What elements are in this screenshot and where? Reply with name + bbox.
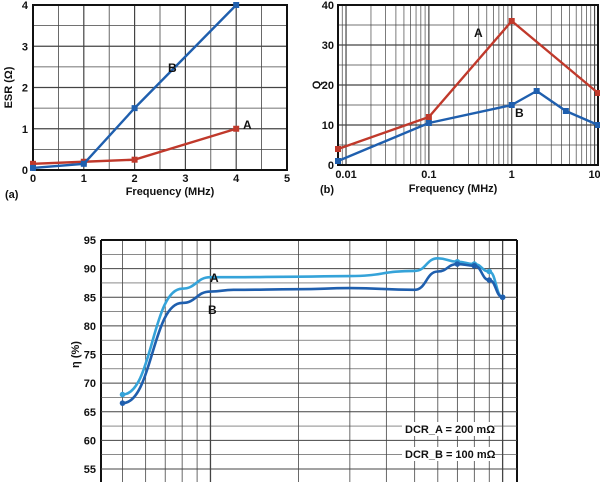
- data-point-a-b: [425, 114, 432, 120]
- y-tick-label-c: 95: [84, 235, 96, 247]
- series-label-a-b: A: [474, 26, 483, 40]
- x-tick-label-b: 1: [509, 169, 515, 181]
- y-tick-label-b: 30: [322, 40, 334, 52]
- y-tick-label-c: 55: [84, 464, 96, 476]
- y-tick-label-b: 40: [322, 0, 334, 12]
- y-axis-label-c: η (%): [70, 341, 82, 368]
- y-tick-label-a: 4: [22, 0, 29, 12]
- plot-frame-a: [32, 4, 288, 171]
- data-point-b-c: [119, 400, 126, 406]
- data-point-b-a: [30, 164, 36, 171]
- dcr-b-annotation: DCR_B = 100 mΩ: [405, 449, 496, 461]
- y-tick-label-c: 65: [84, 407, 96, 419]
- y-tick-label-c: 85: [84, 292, 96, 304]
- y-tick-label-a: 2: [22, 83, 28, 95]
- y-tick-label-c: 80: [84, 321, 96, 333]
- series-line-b-c: [122, 262, 504, 405]
- data-point-b-b: [425, 120, 432, 126]
- data-point-b-a: [131, 105, 138, 112]
- data-point-b-b: [533, 88, 540, 94]
- x-tick-label-b: 0.01: [335, 169, 356, 181]
- y-tick-label-b: 10: [322, 120, 334, 132]
- data-point-a-b: [595, 90, 600, 96]
- x-tick-label-a: 5: [284, 173, 290, 185]
- x-axis-label-a: Frequency (MHz): [126, 186, 215, 198]
- x-axis-label-b: Frequency (MHz): [409, 183, 498, 195]
- data-point-b-b: [508, 102, 515, 108]
- series-label-a-c: A: [210, 271, 219, 285]
- data-point-b-c: [471, 262, 478, 269]
- series-label-b-c: B: [208, 303, 217, 317]
- data-point-a-a: [131, 156, 138, 163]
- data-point-b-a: [233, 2, 240, 8]
- data-point-b-b: [562, 108, 569, 114]
- y-tick-label-c: 70: [84, 378, 96, 390]
- series-label-b-b: B: [515, 106, 524, 120]
- data-point-a-b: [508, 18, 515, 24]
- data-point-b-c: [454, 261, 461, 267]
- y-tick-label-a: 1: [22, 124, 28, 136]
- y-axis-label-a: ESR (Ω): [3, 66, 15, 108]
- y-tick-label-b: 0: [328, 160, 334, 172]
- x-tick-label-a: 1: [81, 173, 87, 185]
- data-point-a-b: [335, 146, 341, 152]
- series-line-a-c: [122, 257, 504, 396]
- data-point-b-c: [486, 277, 493, 283]
- series-label-a-a: A: [243, 118, 252, 132]
- series-line-b-a: [32, 4, 238, 170]
- y-axis-label-b: Q: [311, 80, 323, 89]
- series-line-a-a: [32, 127, 237, 166]
- data-point-b-b: [335, 158, 341, 164]
- x-tick-label-b: 10: [588, 169, 600, 181]
- data-point-a-c: [119, 391, 126, 398]
- data-point-a-a: [30, 160, 36, 167]
- y-tick-label-b: 20: [322, 80, 334, 92]
- x-tick-label-b: 0.1: [421, 169, 436, 181]
- y-tick-label-a: 3: [22, 41, 28, 53]
- annotation-bg-2: [402, 447, 494, 461]
- annotation-bg-1: [402, 422, 494, 436]
- x-tick-label-a: 3: [182, 173, 188, 185]
- data-point-b-b: [595, 122, 600, 128]
- data-point-b-a: [80, 160, 87, 167]
- data-point-b-c: [499, 294, 506, 301]
- series-line-b-b: [337, 89, 599, 163]
- x-tick-label-a: 4: [233, 173, 240, 185]
- y-tick-label-c: 90: [84, 264, 96, 276]
- data-point-a-a: [233, 125, 240, 132]
- x-tick-label-a: 2: [132, 173, 138, 185]
- y-tick-label-c: 60: [84, 435, 96, 447]
- plot-frame-b: [337, 4, 599, 166]
- x-tick-label-a: 0: [30, 173, 36, 185]
- data-point-a-c: [486, 268, 493, 275]
- series-line-a-b: [337, 19, 599, 151]
- dcr-a-annotation: DCR_A = 200 mΩ: [405, 424, 495, 436]
- y-tick-label-c: 75: [84, 350, 96, 362]
- series-label-b-a: B: [168, 61, 177, 75]
- panel-label-a: (a): [5, 189, 19, 201]
- y-tick-label-a: 0: [22, 165, 28, 177]
- panel-label-b: (b): [320, 184, 334, 196]
